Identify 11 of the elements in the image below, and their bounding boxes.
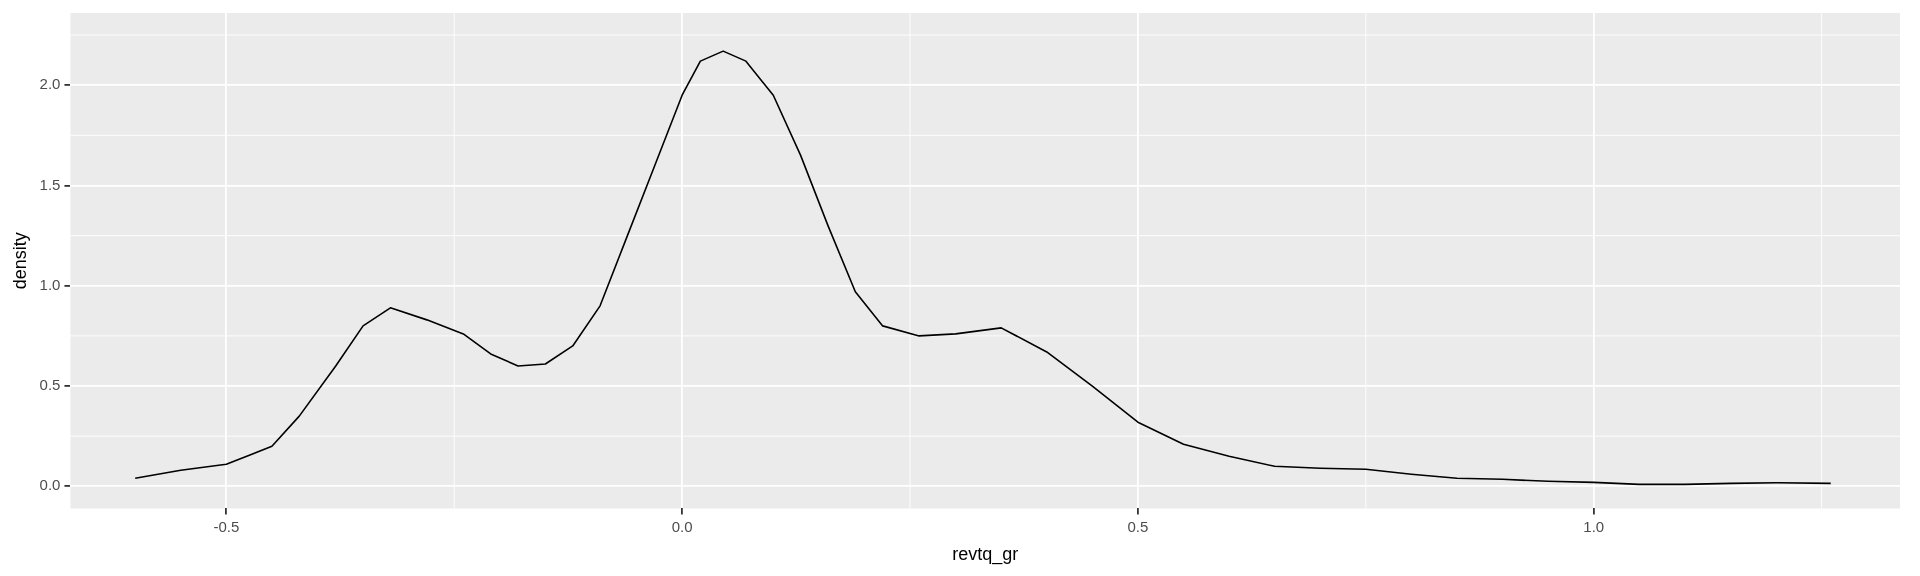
- y-tick-label: 0.5: [39, 376, 61, 394]
- x-tick-label: -0.5: [213, 517, 240, 535]
- y-tick-label: 1.5: [39, 175, 61, 193]
- x-axis-title: revtq_gr: [952, 544, 1019, 566]
- x-tick-label: 0.5: [1127, 517, 1149, 535]
- y-tick-label: 2.0: [39, 75, 61, 93]
- x-tick-label: 0.0: [671, 517, 693, 535]
- x-tick-label: 1.0: [1583, 517, 1605, 535]
- y-tick-label: 1.0: [39, 275, 61, 293]
- y-axis-title: density: [9, 232, 30, 290]
- y-tick-label: 0.0: [39, 476, 61, 494]
